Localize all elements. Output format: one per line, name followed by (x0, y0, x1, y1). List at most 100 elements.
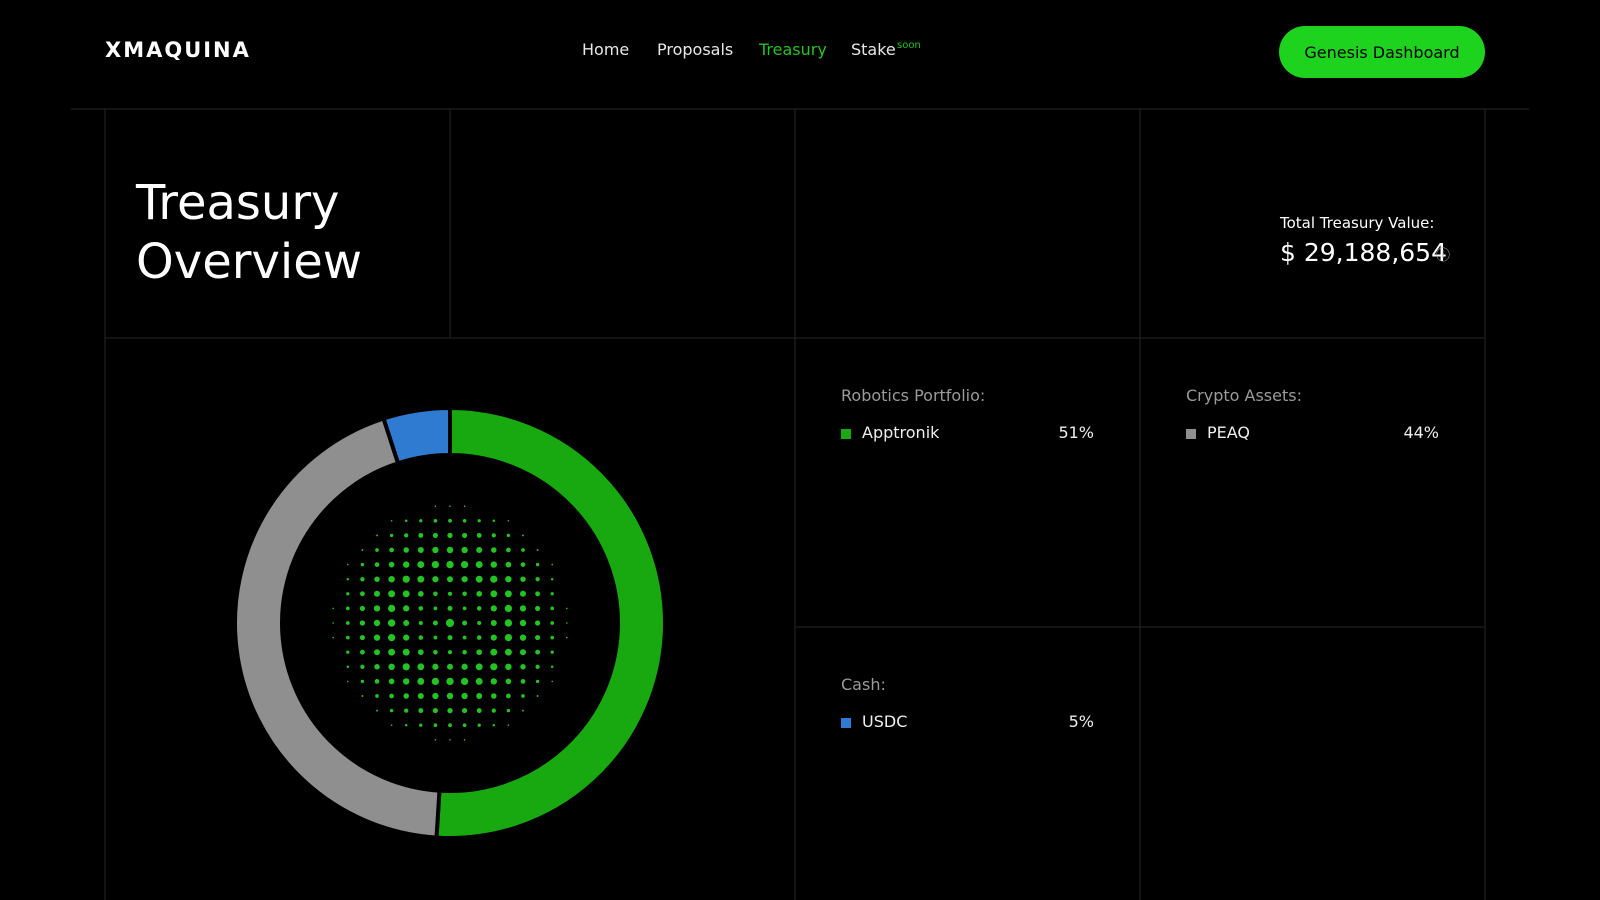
halftone-dot (536, 695, 539, 697)
halftone-dot (461, 576, 468, 583)
legend-swatch (841, 718, 851, 728)
halftone-dot (504, 590, 512, 598)
halftone-dot (347, 680, 349, 683)
halftone-dot (375, 694, 379, 698)
halftone-dot (566, 636, 568, 639)
halftone-dot (417, 692, 424, 700)
halftone-dot (520, 576, 526, 582)
total-value: $ 29,188,654 (1280, 238, 1447, 267)
halftone-dot (403, 547, 409, 553)
dashboard-button[interactable]: Genesis Dashboard (1279, 26, 1485, 78)
halftone-dot (432, 708, 438, 714)
halftone-dot (390, 520, 393, 522)
nav-link[interactable]: Stake (851, 40, 896, 59)
halftone-dot (535, 664, 540, 669)
halftone-dot (433, 723, 438, 728)
halftone-dot (403, 605, 410, 612)
halftone-dot (417, 590, 424, 597)
halftone-dot (402, 663, 410, 671)
halftone-dot (433, 649, 438, 655)
halftone-dot (535, 649, 541, 655)
halftone-dot (490, 561, 498, 568)
halftone-dot (402, 678, 410, 685)
halftone-dot (519, 619, 527, 627)
halftone-dot (535, 562, 540, 567)
halftone-dot (433, 635, 438, 640)
halftone-dot (418, 606, 424, 611)
donut-segment (434, 405, 667, 840)
halftone-dot (446, 546, 454, 554)
legend-heading: Crypto Assets: (1186, 386, 1302, 405)
halftone-dot (519, 634, 527, 641)
halftone-dot (388, 561, 395, 568)
halftone-dot (507, 724, 510, 726)
halftone-dot (551, 563, 553, 566)
halftone-dot (476, 546, 483, 554)
halftone-dot (418, 708, 424, 714)
halftone-dot (550, 665, 554, 669)
halftone-dot (550, 621, 555, 625)
halftone-dot (388, 663, 395, 671)
halftone-dot (491, 533, 496, 538)
halftone-dot (519, 605, 527, 612)
halftone-dot (491, 547, 497, 553)
halftone-dot (432, 692, 439, 700)
nav-link[interactable]: Proposals (657, 40, 734, 59)
halftone-dot (535, 577, 540, 582)
halftone-dot (551, 680, 553, 683)
halftone-dot (475, 561, 483, 569)
halftone-dot (447, 605, 453, 611)
halftone-dot (462, 606, 467, 611)
halftone-dot (519, 590, 527, 597)
halftone-dot (374, 664, 380, 670)
halftone-dot (360, 664, 365, 669)
halftone-dot (462, 518, 467, 523)
halftone-dot (345, 635, 350, 640)
halftone-dot (521, 694, 525, 698)
halftone-dot (461, 663, 468, 670)
halftone-dot (505, 678, 512, 685)
halftone-dot (434, 505, 437, 508)
halftone-dot (490, 575, 498, 583)
nav-link[interactable]: Home (582, 40, 630, 59)
halftone-dot (490, 678, 498, 685)
nav-link[interactable]: Treasury (759, 40, 827, 59)
halftone-dot (447, 635, 453, 641)
halftone-dot (461, 546, 468, 554)
halftone-dot (332, 622, 335, 624)
halftone-dot (476, 590, 483, 597)
halftone-dot (463, 505, 466, 508)
halftone-dot (566, 622, 568, 624)
halftone-dot (346, 592, 350, 596)
halftone-dot (373, 619, 381, 627)
logo[interactable]: XMAQUINA (105, 38, 251, 62)
halftone-dot (463, 739, 466, 741)
halftone-dot (504, 633, 513, 642)
halftone-dot (504, 648, 512, 656)
halftone-dot (402, 648, 410, 656)
halftone-dot (447, 576, 453, 583)
halftone-dot (388, 590, 396, 598)
halftone-dot (404, 723, 408, 727)
halftone-dot (432, 620, 438, 626)
donut-segment (381, 405, 452, 466)
halftone-dot (432, 546, 439, 554)
halftone-dot (505, 575, 512, 583)
halftone-dot (504, 619, 513, 627)
halftone-dot (477, 519, 481, 523)
legend-value: 44% (1403, 423, 1439, 442)
halftone-dot (491, 693, 497, 699)
halftone-dot (417, 663, 425, 671)
halftone-dot (404, 519, 408, 523)
halftone-dot (376, 709, 378, 712)
halftone-dot (390, 724, 393, 726)
halftone-dot (550, 577, 554, 581)
info-icon[interactable]: ⓘ (1436, 248, 1450, 264)
halftone-dot (476, 635, 482, 640)
halftone-dot (359, 649, 365, 655)
halftone-dot (449, 505, 451, 508)
page-title: Treasury Overview (136, 175, 362, 290)
legend-swatch (841, 429, 851, 439)
halftone-dot (445, 618, 455, 628)
halftone-dot (550, 635, 555, 640)
